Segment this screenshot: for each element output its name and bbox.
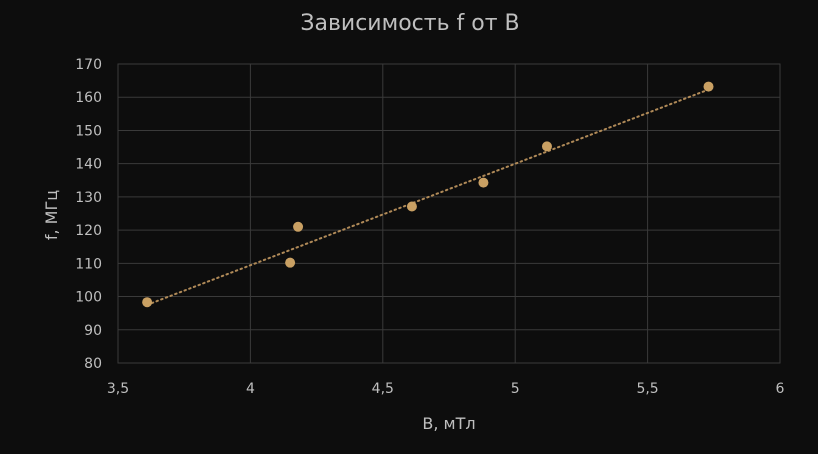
- y-tick-label: 150: [75, 123, 102, 139]
- y-axis-label: f, МГц: [42, 190, 61, 240]
- x-tick-label: 6: [776, 381, 785, 397]
- y-tick-label: 120: [75, 223, 102, 239]
- data-point: [142, 297, 153, 308]
- x-tick-label: 5: [511, 381, 520, 397]
- y-tick-label: 90: [84, 323, 102, 339]
- trendline: [146, 88, 710, 306]
- y-axis: 80 90 100 110 120 130 140 150 160 170: [75, 57, 102, 372]
- x-axis: 3,5 4 4,5 5 5,5 6: [107, 381, 785, 397]
- data-point: [285, 257, 296, 268]
- x-tick-label: 4,5: [372, 381, 394, 397]
- x-tick-label: 4: [246, 381, 255, 397]
- grid: [117, 63, 781, 364]
- y-tick-label: 80: [84, 356, 102, 372]
- data-points: [142, 81, 714, 308]
- y-tick-label: 160: [75, 90, 102, 106]
- data-point: [406, 201, 417, 212]
- data-point: [293, 221, 304, 232]
- chart-title: Зависимость f от B: [300, 11, 519, 36]
- data-point: [703, 81, 714, 92]
- y-tick-label: 110: [75, 256, 102, 272]
- y-tick-label: 130: [75, 190, 102, 206]
- plot-area: [117, 63, 781, 364]
- y-tick-label: 140: [75, 157, 102, 173]
- y-tick-label: 170: [75, 57, 102, 73]
- y-tick-label: 100: [75, 290, 102, 306]
- data-point: [541, 141, 552, 152]
- x-tick-label: 3,5: [107, 381, 129, 397]
- data-point: [478, 177, 489, 188]
- x-tick-label: 5,5: [636, 381, 658, 397]
- x-axis-label: B, мТл: [422, 414, 475, 433]
